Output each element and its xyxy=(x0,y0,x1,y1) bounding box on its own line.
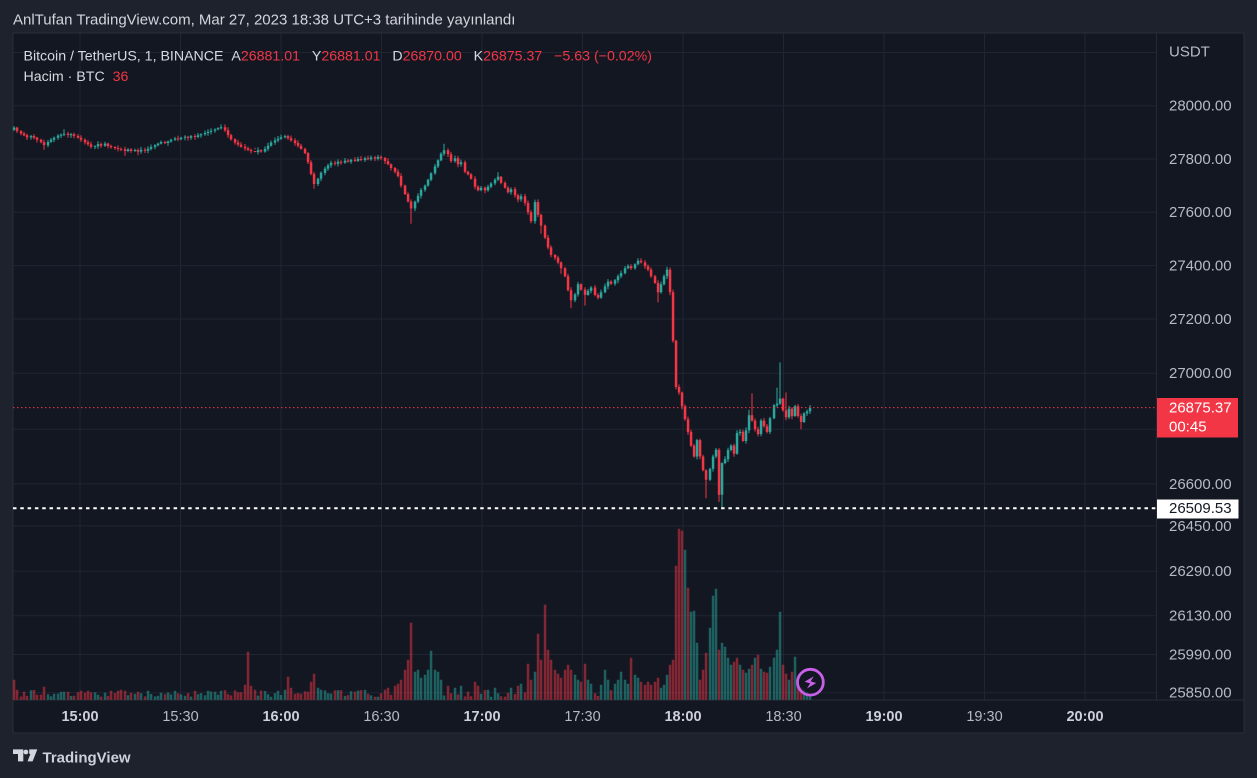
svg-text:27800.00: 27800.00 xyxy=(1169,151,1232,168)
svg-text:25850.00: 25850.00 xyxy=(1169,685,1232,702)
svg-text:15:00: 15:00 xyxy=(61,709,98,725)
svg-text:26130.00: 26130.00 xyxy=(1169,608,1232,625)
svg-text:USDT: USDT xyxy=(1169,43,1210,60)
svg-text:26290.00: 26290.00 xyxy=(1169,563,1232,580)
svg-text:27200.00: 27200.00 xyxy=(1169,311,1232,328)
svg-text:27600.00: 27600.00 xyxy=(1169,204,1232,221)
svg-text:20:00: 20:00 xyxy=(1066,709,1103,725)
svg-text:17:00: 17:00 xyxy=(463,709,500,725)
svg-text:26509.53: 26509.53 xyxy=(1169,500,1232,517)
svg-text:19:30: 19:30 xyxy=(966,709,1002,725)
svg-text:16:30: 16:30 xyxy=(363,709,399,725)
svg-text:18:00: 18:00 xyxy=(664,709,701,725)
svg-text:18:30: 18:30 xyxy=(765,709,801,725)
svg-text:00:45: 00:45 xyxy=(1169,419,1207,436)
svg-text:15:30: 15:30 xyxy=(162,709,198,725)
svg-text:AnlTufan TradingView.com, Mar: AnlTufan TradingView.com, Mar 27, 2023 1… xyxy=(13,11,515,28)
svg-text:27000.00: 27000.00 xyxy=(1169,365,1232,382)
svg-text:Hacim · BTC 36: Hacim · BTC 36 xyxy=(24,69,129,85)
svg-text:17:30: 17:30 xyxy=(564,709,600,725)
svg-text:26450.00: 26450.00 xyxy=(1169,518,1232,535)
svg-text:26875.37: 26875.37 xyxy=(1169,400,1232,417)
svg-text:TradingView: TradingView xyxy=(43,749,131,766)
svg-text:19:00: 19:00 xyxy=(865,709,902,725)
svg-text:25990.00: 25990.00 xyxy=(1169,646,1232,663)
svg-text:28000.00: 28000.00 xyxy=(1169,98,1232,115)
svg-text:16:00: 16:00 xyxy=(262,709,299,725)
svg-text:26600.00: 26600.00 xyxy=(1169,476,1232,493)
svg-text:Bitcoin / TetherUS, 1, BINANCE: Bitcoin / TetherUS, 1, BINANCE A26881.01… xyxy=(24,48,652,64)
svg-text:27400.00: 27400.00 xyxy=(1169,258,1232,275)
